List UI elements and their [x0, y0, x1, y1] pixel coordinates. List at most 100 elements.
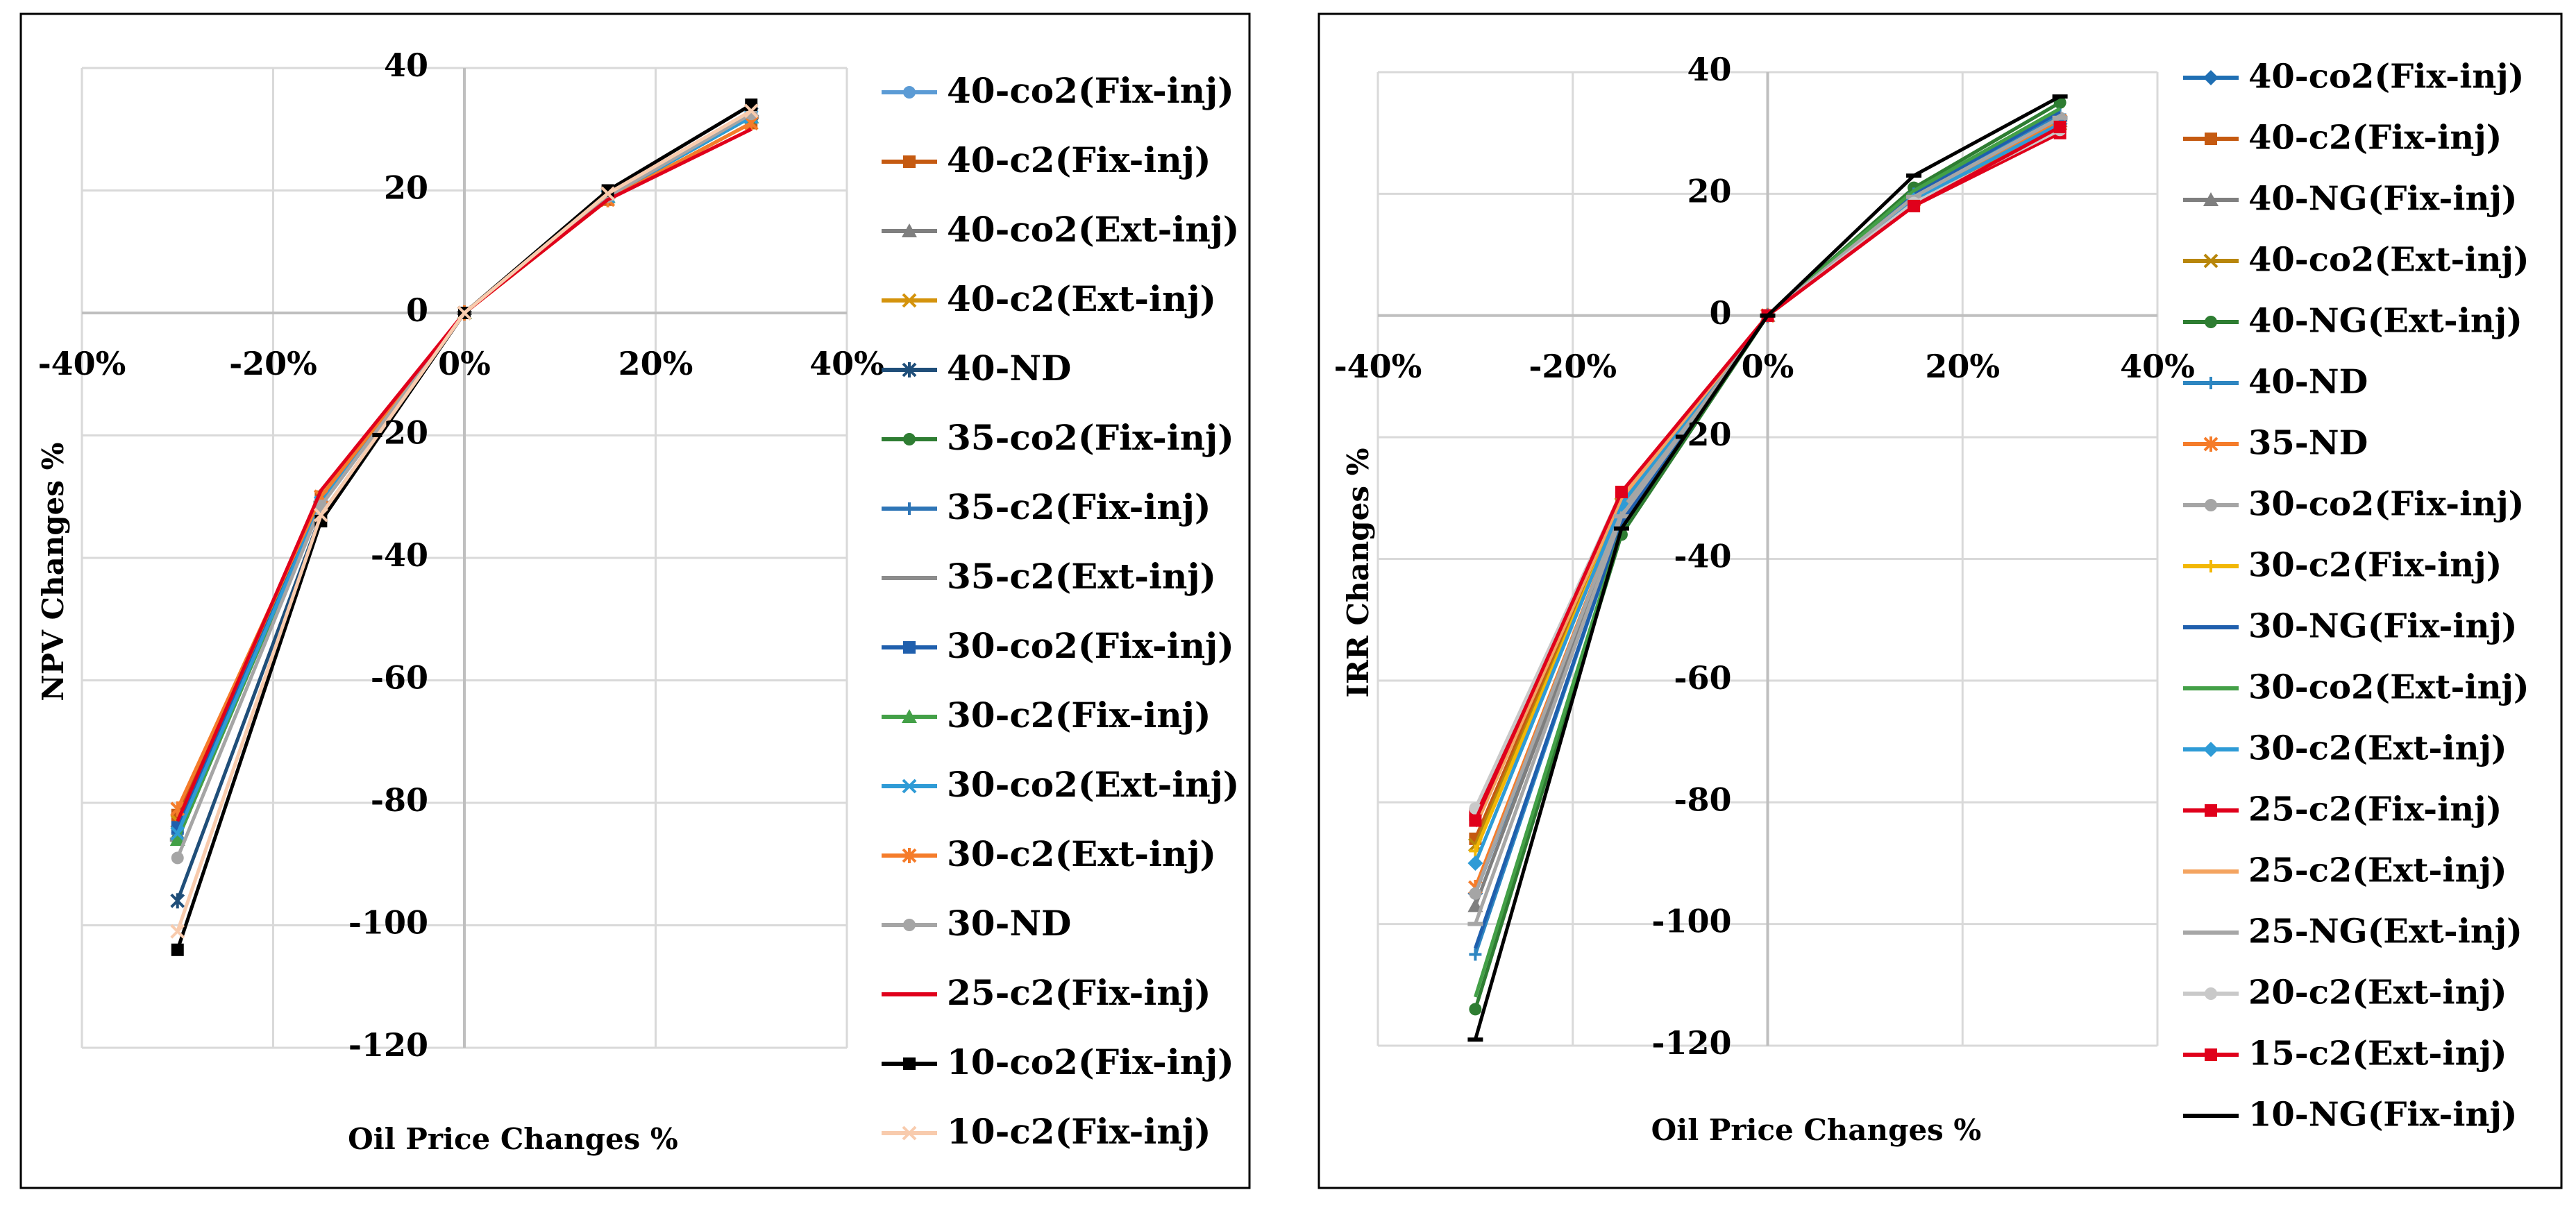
npv-y-tick-label: -40 — [371, 536, 428, 574]
irr-legend-marker — [2205, 987, 2217, 1000]
npv-legend-item: 35-c2(Fix-inj) — [882, 486, 1211, 527]
npv-legend-marker — [903, 641, 916, 654]
irr-legend-marker — [2203, 1114, 2219, 1118]
npv-x-axis-title: Oil Price Changes % — [348, 1122, 678, 1156]
npv-legend-item: 40-c2(Fix-inj) — [882, 139, 1211, 180]
npv-legend-item: 40-co2(Ext-inj) — [882, 209, 1239, 250]
irr-legend-label: 40-ND — [2248, 363, 2368, 402]
irr-legend-marker — [2203, 192, 2219, 206]
npv-legend-marker — [902, 779, 917, 794]
npv-legend-label: 10-c2(Fix-inj) — [947, 1111, 1211, 1152]
irr-x-axis-title: Oil Price Changes % — [1651, 1113, 1982, 1147]
irr-y-tick-label: 40 — [1687, 51, 1731, 88]
irr-legend-label: 40-NG(Fix-inj) — [2248, 180, 2518, 219]
npv-legend-label: 35-co2(Fix-inj) — [947, 417, 1234, 458]
irr-legend-item: 40-NG(Ext-inj) — [2183, 302, 2523, 341]
npv-y-tick-label: -100 — [348, 904, 428, 942]
irr-legend-label: 30-c2(Ext-inj) — [2248, 729, 2507, 768]
irr-legend-label: 25-c2(Fix-inj) — [2248, 790, 2502, 829]
irr-legend-marker — [2203, 70, 2219, 85]
irr-y-tick-label: -60 — [1674, 659, 1731, 697]
irr-legend: 40-co2(Fix-inj) 40-c2(Fix-inj) 40-NG(Fix-i… — [2183, 58, 2529, 1135]
npv-data-point — [313, 507, 328, 522]
npv-legend-item: 25-c2(Fix-inj) — [882, 972, 1211, 1013]
npv-legend-label: 40-ND — [947, 348, 1071, 389]
irr-legend-item: 30-c2(Fix-inj) — [2183, 546, 2502, 585]
irr-legend-marker — [2205, 499, 2217, 511]
npv-legend-label: 30-ND — [947, 903, 1071, 944]
npv-legend-marker — [902, 293, 917, 308]
npv-legend-marker — [903, 433, 916, 445]
irr-y-tick-label: -80 — [1674, 781, 1731, 818]
irr-legend-item: 40-co2(Ext-inj) — [2183, 241, 2529, 280]
npv-legend-item: 40-ND — [882, 348, 1071, 389]
irr-legend-marker — [2205, 316, 2217, 328]
irr-legend-marker — [2203, 436, 2219, 452]
irr-legend-label: 35-ND — [2248, 424, 2368, 463]
npv-legend-marker — [903, 86, 916, 99]
npv-data-point — [170, 826, 185, 841]
npv-y-tick-label: -120 — [348, 1026, 428, 1064]
irr-data-point — [1469, 814, 1482, 827]
irr-legend-label: 25-c2(Ext-inj) — [2248, 851, 2507, 890]
npv-legend-marker — [903, 1057, 916, 1070]
npv-legend-label: 35-c2(Ext-inj) — [947, 556, 1216, 597]
npv-legend-item: 40-co2(Fix-inj) — [882, 70, 1234, 111]
npv-x-tick-label: -40% — [38, 345, 126, 382]
irr-legend-item: 15-c2(Ext-inj) — [2183, 1035, 2507, 1073]
irr-legend-item: 40-ND — [2183, 363, 2368, 402]
irr-x-tick-label: 20% — [1925, 348, 2000, 385]
npv-y-tick-label: -60 — [371, 659, 428, 697]
npv-data-point — [169, 831, 185, 846]
irr-legend-item: 40-c2(Fix-inj) — [2183, 119, 2502, 158]
irr-legend-marker — [2205, 1048, 2217, 1061]
npv-legend-marker — [902, 223, 917, 237]
irr-legend-item: 30-co2(Fix-inj) — [2183, 485, 2524, 524]
npv-legend: 40-co2(Fix-inj) 40-c2(Fix-inj) 40-co2(Ext-… — [882, 70, 1239, 1152]
npv-data-point — [170, 893, 185, 909]
npv-legend-item: 40-c2(Ext-inj) — [882, 278, 1216, 319]
irr-legend-item: 30-NG(Fix-inj) — [2183, 607, 2518, 646]
npv-data-point — [171, 943, 184, 956]
irr-data-point — [1906, 173, 1922, 178]
irr-legend-label: 10-NG(Fix-inj) — [2248, 1096, 2518, 1135]
npv-x-tick-label: 40% — [809, 345, 884, 382]
npv-y-axis-title: NPV Changes % — [36, 442, 70, 701]
npv-x-tick-label: -20% — [229, 345, 317, 382]
npv-chart: 40 20 0 -20 -40 -60 -80 -100 -120 -40% -20% 0% 20% 40… — [19, 12, 1251, 1189]
irr-data-point — [1469, 948, 1482, 961]
npv-legend-marker — [902, 1125, 917, 1141]
npv-data-point — [743, 103, 759, 119]
irr-legend-marker — [2203, 253, 2219, 269]
npv-y-tick-label: 0 — [406, 291, 428, 329]
irr-data-point — [2052, 94, 2068, 99]
npv-y-tick-label: 20 — [384, 169, 428, 207]
npv-legend-marker — [902, 848, 917, 863]
irr-data-point — [1615, 486, 1628, 499]
npv-legend-label: 30-co2(Fix-inj) — [947, 625, 1234, 666]
npv-legend-marker — [903, 919, 916, 931]
npv-series-group — [169, 98, 759, 956]
irr-legend-item: 40-co2(Fix-inj) — [2183, 58, 2524, 96]
irr-legend-label: 30-co2(Ext-inj) — [2248, 668, 2529, 707]
irr-y-tick-label: 20 — [1687, 172, 1731, 210]
irr-legend-marker — [2203, 931, 2219, 935]
npv-legend-item: 30-co2(Ext-inj) — [882, 764, 1239, 805]
irr-legend-label: 20-c2(Ext-inj) — [2248, 974, 2507, 1012]
irr-data-point — [1467, 1037, 1483, 1042]
npv-legend-label: 40-co2(Fix-inj) — [947, 70, 1234, 111]
irr-data-point — [1908, 199, 1921, 212]
irr-data-point — [1613, 514, 1629, 519]
irr-legend-label: 40-co2(Fix-inj) — [2248, 58, 2524, 96]
irr-y-tick-label: -120 — [1651, 1024, 1731, 1062]
npv-legend-marker — [902, 709, 917, 723]
irr-legend-label: 30-c2(Fix-inj) — [2248, 546, 2502, 585]
irr-y-tick-label: -100 — [1651, 903, 1731, 940]
irr-legend-label: 40-c2(Fix-inj) — [2248, 119, 2502, 158]
npv-legend-marker — [902, 362, 917, 377]
irr-legend-label: 30-NG(Fix-inj) — [2248, 607, 2518, 646]
irr-legend-item: 35-ND — [2183, 424, 2368, 463]
npv-legend-label: 40-c2(Ext-inj) — [947, 278, 1216, 319]
